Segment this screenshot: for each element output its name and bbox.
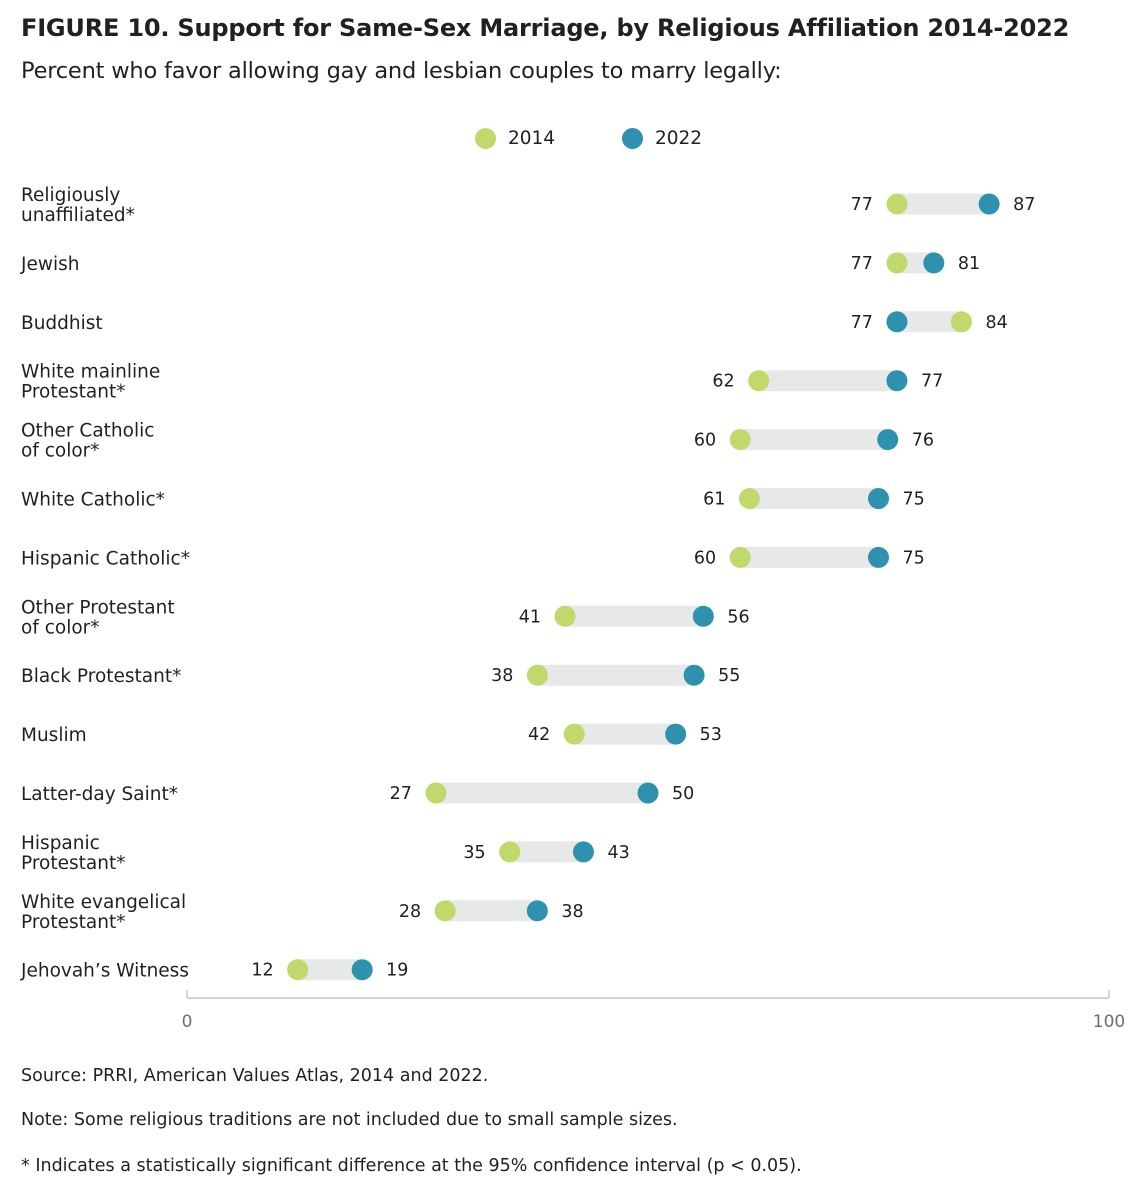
value-label-2014: 61	[703, 490, 725, 510]
dot-2022	[886, 370, 908, 392]
category-label: White Catholic*	[21, 490, 165, 511]
dot-2022	[526, 900, 548, 922]
value-label-2022: 77	[851, 313, 873, 333]
dot-2022	[351, 959, 373, 981]
category-label: Muslim	[21, 725, 87, 746]
dot-2022	[665, 723, 687, 745]
value-label-2022: 56	[727, 607, 749, 627]
value-label-2022: 55	[718, 666, 740, 686]
value-label-2022: 87	[1013, 195, 1035, 215]
category-label: Buddhist	[21, 313, 103, 334]
x-tick-label: 0	[182, 1012, 193, 1032]
dot-2022	[572, 841, 594, 863]
category-label: Hispanic Catholic*	[21, 548, 190, 569]
value-label-2022: 19	[386, 961, 408, 981]
value-label-2022: 77	[921, 372, 943, 392]
value-label-2014: 62	[712, 372, 734, 392]
category-label: Hispanic Protestant*	[21, 833, 125, 874]
legend-item-2014: 2014	[475, 124, 555, 152]
dot-2014	[738, 488, 760, 509]
legend-dot-2022-icon	[622, 127, 643, 149]
value-label-2014: 60	[694, 548, 716, 568]
value-label-2014: 28	[399, 902, 421, 922]
dot-2014	[729, 546, 751, 568]
value-label-2022: 76	[912, 431, 934, 451]
value-label-2014: 84	[985, 313, 1007, 333]
chart-legend: 2014 2022	[0, 124, 1148, 152]
dot-2014	[554, 605, 576, 627]
dot-2014	[434, 900, 456, 922]
x-tick-label: 100	[1093, 1012, 1125, 1032]
dumbbell-chart: Religiously unaffiliated* 77 87 Jewish 77 81 Bu…	[20, 185, 1125, 1032]
category-label: Other Protestant of color*	[21, 597, 175, 638]
legend-label-2014: 2014	[508, 127, 556, 149]
value-label-2022: 53	[700, 725, 722, 745]
chart-subtitle: Percent who favor allowing gay and lesbi…	[21, 58, 782, 84]
legend-label-2022: 2022	[655, 127, 703, 149]
value-label-2022: 81	[958, 254, 980, 274]
dot-2022	[868, 546, 889, 568]
category-label: White evangelical Protestant*	[21, 892, 186, 933]
legend-dot-2014-icon	[475, 127, 496, 149]
value-label-2022: 75	[903, 548, 925, 568]
dot-2022	[868, 488, 889, 509]
category-label: White mainline Protestant*	[21, 362, 160, 403]
dot-2022	[978, 193, 1000, 215]
value-label-2014: 42	[528, 725, 550, 745]
source-note: Source: PRRI, American Values Atlas, 201…	[21, 1066, 489, 1086]
category-label: Jewish	[20, 254, 79, 275]
chart-title: FIGURE 10. Support for Same-Sex Marriage…	[21, 14, 1070, 42]
value-label-2014: 60	[694, 431, 716, 451]
dot-2014	[729, 429, 751, 451]
dot-2022	[877, 429, 899, 451]
dot-2014	[886, 252, 908, 274]
value-label-2014: 77	[851, 254, 873, 274]
value-label-2022: 38	[561, 902, 583, 922]
category-label: Other Catholic of color*	[21, 421, 154, 462]
value-label-2014: 27	[390, 784, 412, 804]
dot-2014	[563, 723, 585, 745]
dot-2014	[886, 193, 908, 215]
value-label-2014: 35	[463, 843, 485, 863]
legend-item-2022: 2022	[622, 124, 702, 152]
category-label: Religiously unaffiliated*	[21, 185, 135, 226]
value-label-2022: 50	[672, 784, 694, 804]
dot-2022	[683, 664, 705, 686]
value-label-2014: 41	[519, 607, 541, 627]
value-label-2014: 77	[851, 195, 873, 215]
dot-2014	[499, 841, 521, 863]
dot-2022	[692, 605, 714, 627]
dot-2014	[526, 664, 548, 686]
value-label-2014: 38	[491, 666, 513, 686]
value-label-2022: 43	[607, 843, 629, 863]
dot-2014	[425, 782, 447, 804]
dot-2014	[287, 959, 309, 981]
dot-2022	[637, 782, 659, 804]
dot-2014	[950, 311, 972, 333]
value-label-2022: 75	[903, 490, 925, 510]
value-label-2014: 12	[251, 961, 273, 981]
category-label: Black Protestant*	[21, 666, 181, 687]
category-label: Jehovah’s Witness	[20, 961, 189, 982]
dot-2022	[886, 311, 908, 333]
category-label: Latter-day Saint*	[21, 784, 178, 805]
dot-2022	[923, 252, 945, 274]
dot-2014	[748, 370, 770, 392]
significance-note: * Indicates a statistically significant …	[21, 1156, 802, 1176]
sample-note: Note: Some religious traditions are not …	[21, 1110, 678, 1130]
